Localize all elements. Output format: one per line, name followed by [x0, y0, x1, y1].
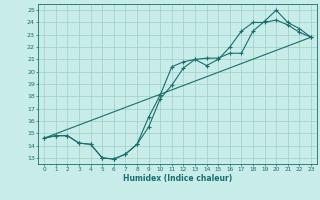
X-axis label: Humidex (Indice chaleur): Humidex (Indice chaleur) — [123, 174, 232, 183]
